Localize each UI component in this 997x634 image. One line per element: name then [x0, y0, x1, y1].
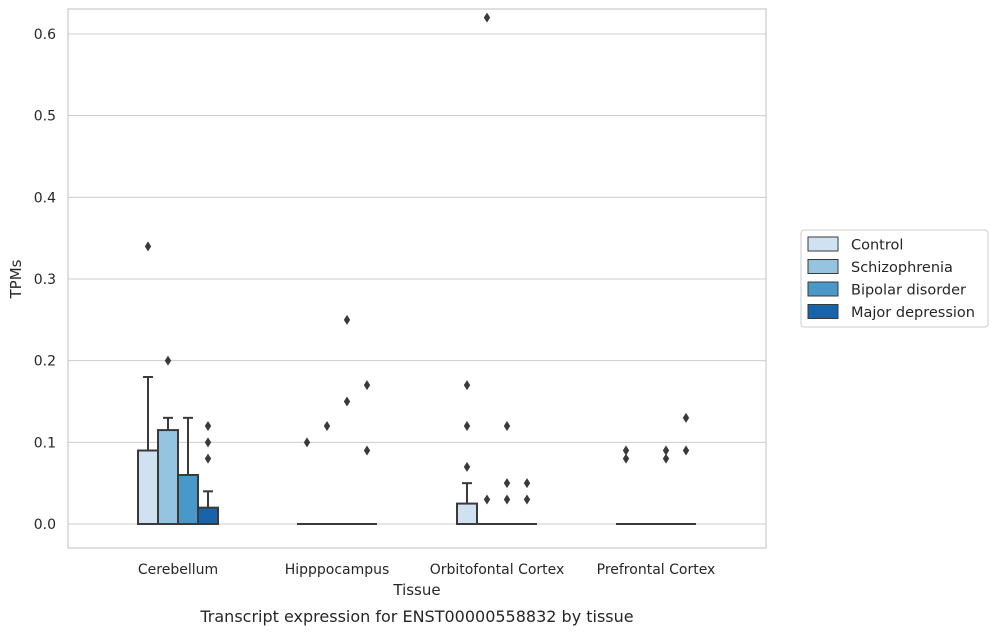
- legend-label-0: Control: [851, 238, 903, 254]
- box-3-2: [656, 445, 676, 525]
- box-1-0: [297, 437, 317, 525]
- box-3-3: [676, 412, 696, 525]
- y-tick-label-5: 0.5: [34, 109, 56, 125]
- box-1-2: [337, 314, 357, 525]
- box-body: [157, 429, 179, 526]
- box-2-2: [497, 421, 517, 525]
- box-1-3: [357, 380, 377, 525]
- x-tick-label-1: Hipppocampus: [285, 562, 390, 578]
- legend-swatch-2: [807, 281, 839, 297]
- outlier-0: [662, 453, 670, 464]
- outlier-0: [144, 241, 152, 252]
- outlier-0: [503, 494, 511, 505]
- outlier-1: [523, 478, 531, 489]
- box-2-1: [477, 12, 497, 525]
- y-tick-label-2: 0.2: [34, 354, 56, 370]
- outlier-0: [204, 453, 212, 464]
- box-0-0: [137, 241, 159, 525]
- x-tick-label-0: Cerebellum: [138, 562, 218, 578]
- outlier-0: [323, 421, 331, 431]
- legend-frame: [800, 229, 989, 328]
- legend: Control Schizophrenia Bipolar disorder Majo…: [800, 229, 989, 328]
- box-body: [137, 449, 159, 525]
- legend-swatch-0: [807, 236, 839, 252]
- legend-label-3: Major depression: [851, 305, 975, 321]
- y-tick-label-0: 0.0: [34, 517, 56, 533]
- plot-frame: [67, 8, 767, 549]
- outlier-1: [363, 380, 371, 391]
- outlier-0: [303, 437, 311, 448]
- outlier-1: [503, 478, 511, 489]
- outlier-0: [523, 494, 531, 505]
- outlier-0: [363, 445, 371, 456]
- outlier-0: [164, 355, 172, 366]
- box-3-0: [616, 445, 636, 525]
- outlier-1: [204, 437, 212, 448]
- outlier-2: [463, 380, 471, 391]
- outlier-1: [483, 12, 491, 23]
- grid-layer: [68, 33, 766, 525]
- outlier-0: [483, 494, 491, 505]
- y-tick-label-1: 0.1: [34, 435, 56, 451]
- x-tick-label-3: Prefrontal Cortex: [597, 562, 716, 578]
- outlier-0: [682, 445, 690, 456]
- box-layer: [137, 12, 696, 526]
- outlier-0: [622, 453, 630, 464]
- outlier-1: [662, 445, 670, 456]
- box-0-3: [197, 421, 219, 525]
- box-body: [456, 502, 478, 526]
- chart-caption: Transcript expression for ENST0000055883…: [199, 607, 633, 626]
- y-tick-label-4: 0.4: [34, 190, 56, 206]
- outlier-0: [463, 461, 471, 472]
- y-tick-labels: 0.0 0.1 0.2 0.3 0.4 0.5 0.6: [34, 27, 56, 533]
- box-2-0: [456, 380, 478, 526]
- outlier-1: [682, 412, 690, 423]
- outlier-2: [204, 421, 212, 431]
- box-1-1: [317, 421, 337, 525]
- legend-label-2: Bipolar disorder: [851, 283, 966, 299]
- box-2-3: [517, 478, 537, 525]
- outlier-0: [343, 396, 351, 407]
- x-tick-labels: Cerebellum Hipppocampus Orbitofontal Corte…: [138, 562, 715, 578]
- box-body: [177, 474, 199, 525]
- legend-swatch-1: [807, 259, 839, 274]
- outlier-1: [622, 445, 630, 456]
- legend-swatch-3: [807, 304, 839, 319]
- outlier-2: [503, 421, 511, 431]
- box-0-2: [177, 416, 199, 525]
- y-axis-label: TPMs: [7, 259, 25, 299]
- x-axis-label: Tissue: [392, 581, 440, 599]
- outlier-1: [343, 314, 351, 325]
- box-0-1: [157, 355, 179, 526]
- box-body: [197, 506, 219, 525]
- y-tick-label-6: 0.6: [34, 27, 56, 43]
- legend-label-1: Schizophrenia: [851, 260, 953, 276]
- x-tick-label-2: Orbitofontal Cortex: [430, 562, 565, 578]
- y-tick-label-3: 0.3: [34, 272, 56, 288]
- outlier-1: [463, 421, 471, 431]
